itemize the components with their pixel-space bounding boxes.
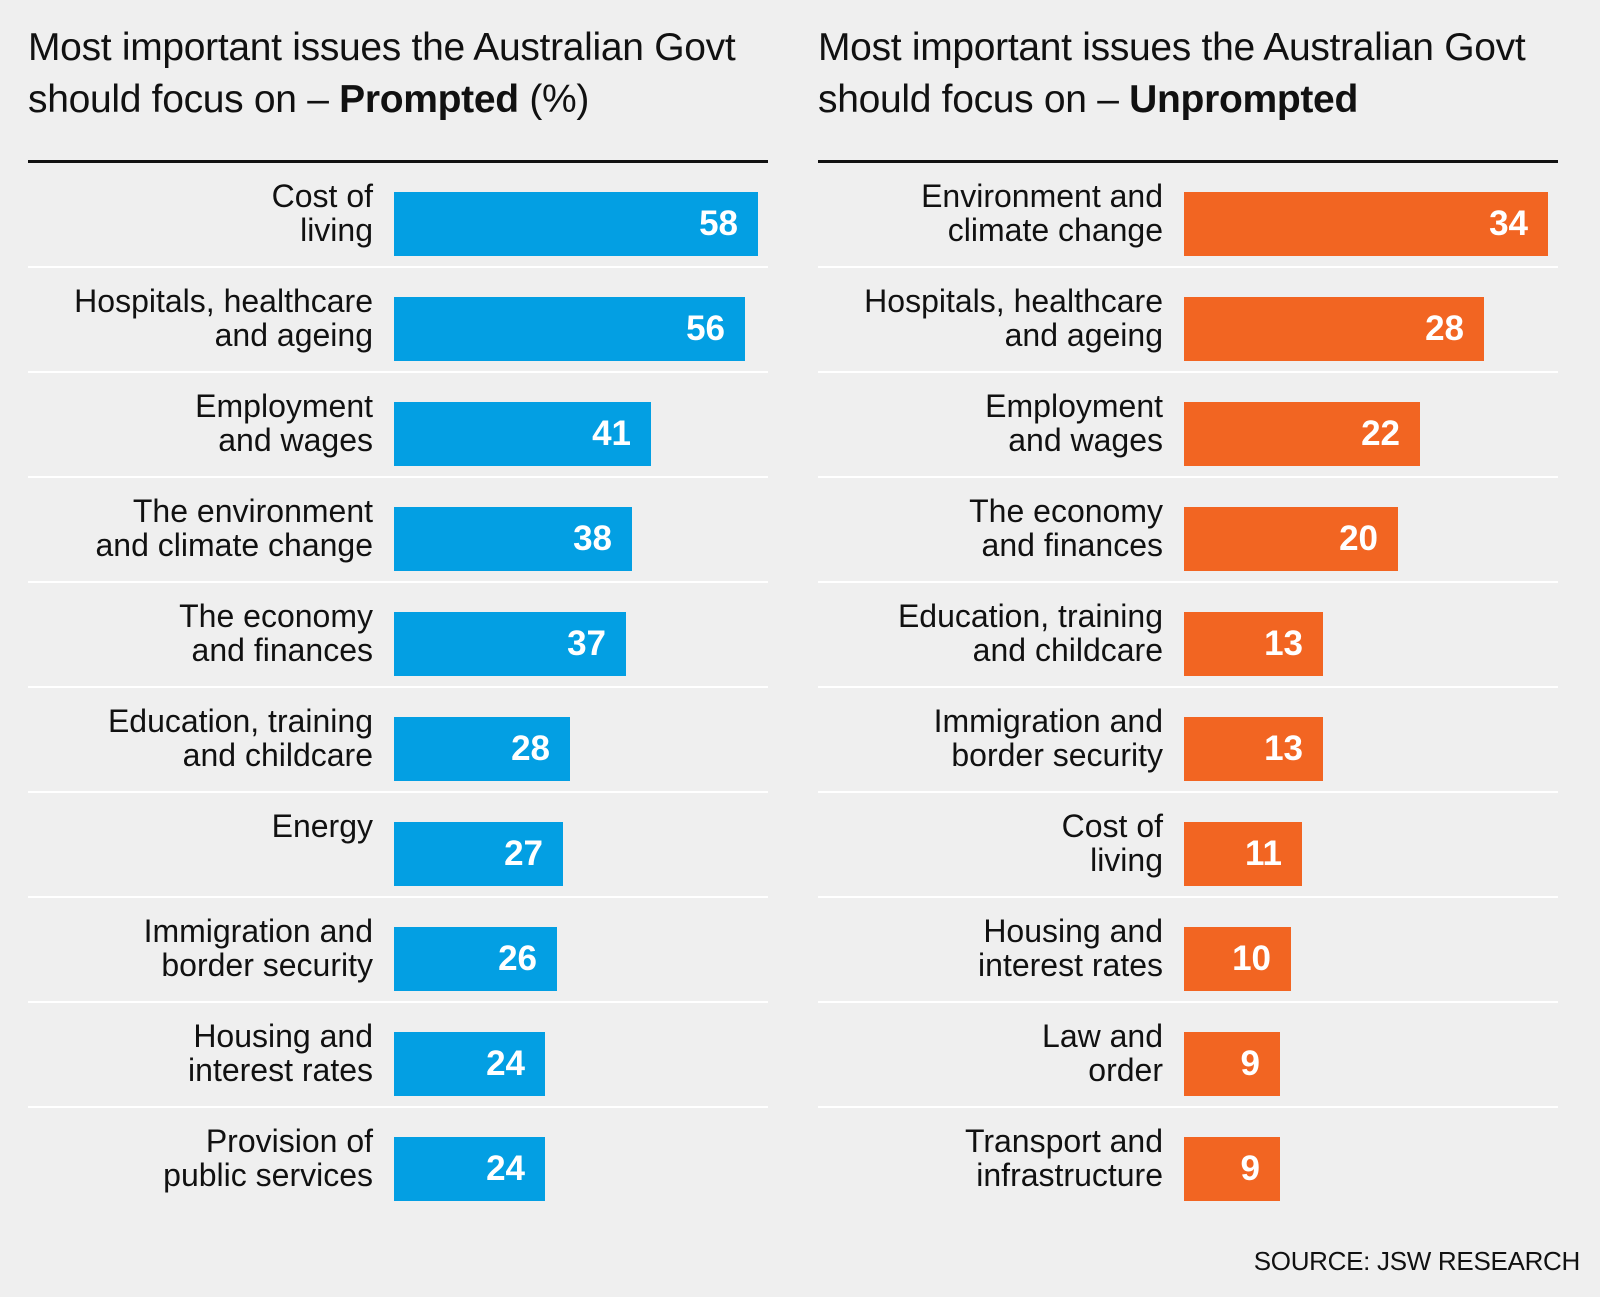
prompted-category-label: Provision of public services (163, 1123, 373, 1193)
source-credit: SOURCE: JSW RESEARCH (1253, 1246, 1581, 1276)
unprompted-bar: 20 (1184, 507, 1398, 571)
prompted-bar-value-label: 58 (699, 204, 738, 243)
prompted-bar-row: Employment and wages 41 (28, 373, 768, 478)
prompted-chart-title: Most important issues the Australian Gov… (28, 22, 768, 130)
unprompted-bar-row: Housing and interest rates 10 (818, 898, 1558, 1003)
unprompted-bar: 9 (1184, 1137, 1280, 1201)
prompted-category-label: The economy and finances (179, 598, 373, 668)
prompted-title-suffix: (%) (518, 78, 590, 121)
unprompted-bar-value-label: 13 (1264, 624, 1303, 663)
prompted-bar-value-label: 37 (567, 624, 606, 663)
prompted-title-emphasis: Prompted (339, 78, 519, 121)
prompted-bar: 28 (394, 717, 570, 781)
unprompted-bar-value-label: 22 (1361, 414, 1400, 453)
prompted-bar-value-label: 56 (686, 309, 725, 348)
unprompted-bar: 28 (1184, 297, 1484, 361)
prompted-bar-row: Immigration and border security 26 (28, 898, 768, 1003)
prompted-bar: 26 (394, 927, 557, 991)
unprompted-bar: 11 (1184, 822, 1302, 886)
unprompted-bar: 34 (1184, 192, 1548, 256)
prompted-category-label: Housing and interest rates (188, 1018, 373, 1088)
unprompted-category-label: Education, training and childcare (897, 598, 1163, 668)
unprompted-category-label: Housing and interest rates (978, 913, 1163, 983)
prompted-category-label: Energy (271, 808, 373, 844)
unprompted-bar-value-label: 9 (1240, 1149, 1260, 1188)
unprompted-category-label: Law and order (1042, 1018, 1163, 1088)
unprompted-chart-title: Most important issues the Australian Gov… (818, 22, 1558, 130)
unprompted-bar: 13 (1184, 717, 1323, 781)
unprompted-category-label: The economy and finances (969, 493, 1163, 563)
unprompted-bar-value-label: 10 (1232, 939, 1271, 978)
unprompted-title-rule (818, 160, 1558, 163)
unprompted-bar-row: Immigration and border security 13 (818, 688, 1558, 793)
unprompted-bar-value-label: 13 (1264, 729, 1303, 768)
prompted-chart-panel: Most important issues the Australian Gov… (28, 22, 768, 1213)
prompted-bar: 27 (394, 822, 563, 886)
prompted-category-label: Cost of living (271, 178, 373, 248)
prompted-bar-value-label: 24 (486, 1149, 525, 1188)
prompted-bar-row: Housing and interest rates 24 (28, 1003, 768, 1108)
unprompted-category-label: Transport and infrastructure (964, 1123, 1163, 1193)
prompted-bar: 24 (394, 1137, 545, 1201)
prompted-bar: 41 (394, 402, 651, 466)
unprompted-category-label: Hospitals, healthcare and ageing (864, 283, 1163, 353)
unprompted-chart-panel: Most important issues the Australian Gov… (818, 22, 1558, 1213)
unprompted-bar-row: Environment and climate change 34 (818, 163, 1558, 268)
unprompted-title-emphasis: Unprompted (1129, 78, 1358, 121)
prompted-bar-list: Cost of living 58 Hospitals, healthcare an… (28, 163, 768, 1213)
unprompted-bar-row: Employment and wages 22 (818, 373, 1558, 478)
prompted-title-main: Most important issues the Australian Gov… (28, 26, 736, 121)
unprompted-bar-row: Transport and infrastructure 9 (818, 1108, 1558, 1213)
prompted-bar: 56 (394, 297, 745, 361)
prompted-bar: 24 (394, 1032, 545, 1096)
prompted-bar-row: The environment and climate change 38 (28, 478, 768, 583)
unprompted-category-label: Employment and wages (985, 388, 1163, 458)
unprompted-bar-value-label: 20 (1339, 519, 1378, 558)
prompted-bar: 37 (394, 612, 626, 676)
prompted-bar-row: The economy and finances 37 (28, 583, 768, 688)
prompted-bar-row: Provision of public services 24 (28, 1108, 768, 1213)
unprompted-bar-row: Cost of living 11 (818, 793, 1558, 898)
prompted-bar-value-label: 38 (573, 519, 612, 558)
unprompted-bar-row: Education, training and childcare 13 (818, 583, 1558, 688)
prompted-bar-value-label: 28 (511, 729, 550, 768)
prompted-bar-value-label: 27 (504, 834, 543, 873)
prompted-bar-row: Cost of living 58 (28, 163, 768, 268)
prompted-bar-value-label: 41 (592, 414, 631, 453)
unprompted-bar-list: Environment and climate change 34 Hospital… (818, 163, 1558, 1213)
unprompted-bar-row: The economy and finances 20 (818, 478, 1558, 583)
prompted-bar: 38 (394, 507, 632, 571)
unprompted-bar: 10 (1184, 927, 1291, 991)
unprompted-bar: 22 (1184, 402, 1420, 466)
unprompted-bar: 13 (1184, 612, 1323, 676)
unprompted-bar-value-label: 11 (1245, 834, 1282, 873)
unprompted-bar-value-label: 28 (1425, 309, 1464, 348)
prompted-bar-row: Education, training and childcare 28 (28, 688, 768, 793)
unprompted-bar-row: Hospitals, healthcare and ageing 28 (818, 268, 1558, 373)
prompted-category-label: Hospitals, healthcare and ageing (74, 283, 373, 353)
unprompted-bar-value-label: 9 (1240, 1044, 1260, 1083)
prompted-bar-value-label: 24 (486, 1044, 525, 1083)
unprompted-category-label: Environment and climate change (921, 178, 1163, 248)
unprompted-title-main: Most important issues the Australian Gov… (818, 26, 1526, 121)
unprompted-bar-value-label: 34 (1489, 204, 1528, 243)
prompted-bar-row: Energy 27 (28, 793, 768, 898)
unprompted-category-label: Cost of living (1061, 808, 1163, 878)
unprompted-category-label: Immigration and border security (933, 703, 1163, 773)
prompted-category-label: Immigration and border security (143, 913, 373, 983)
unprompted-bar-row: Law and order 9 (818, 1003, 1558, 1108)
prompted-bar-row: Hospitals, healthcare and ageing 56 (28, 268, 768, 373)
prompted-category-label: Employment and wages (195, 388, 373, 458)
unprompted-bar: 9 (1184, 1032, 1280, 1096)
prompted-category-label: The environment and climate change (95, 493, 373, 563)
prompted-category-label: Education, training and childcare (107, 703, 373, 773)
prompted-bar-value-label: 26 (498, 939, 537, 978)
prompted-title-rule (28, 160, 768, 163)
prompted-bar: 58 (394, 192, 758, 256)
